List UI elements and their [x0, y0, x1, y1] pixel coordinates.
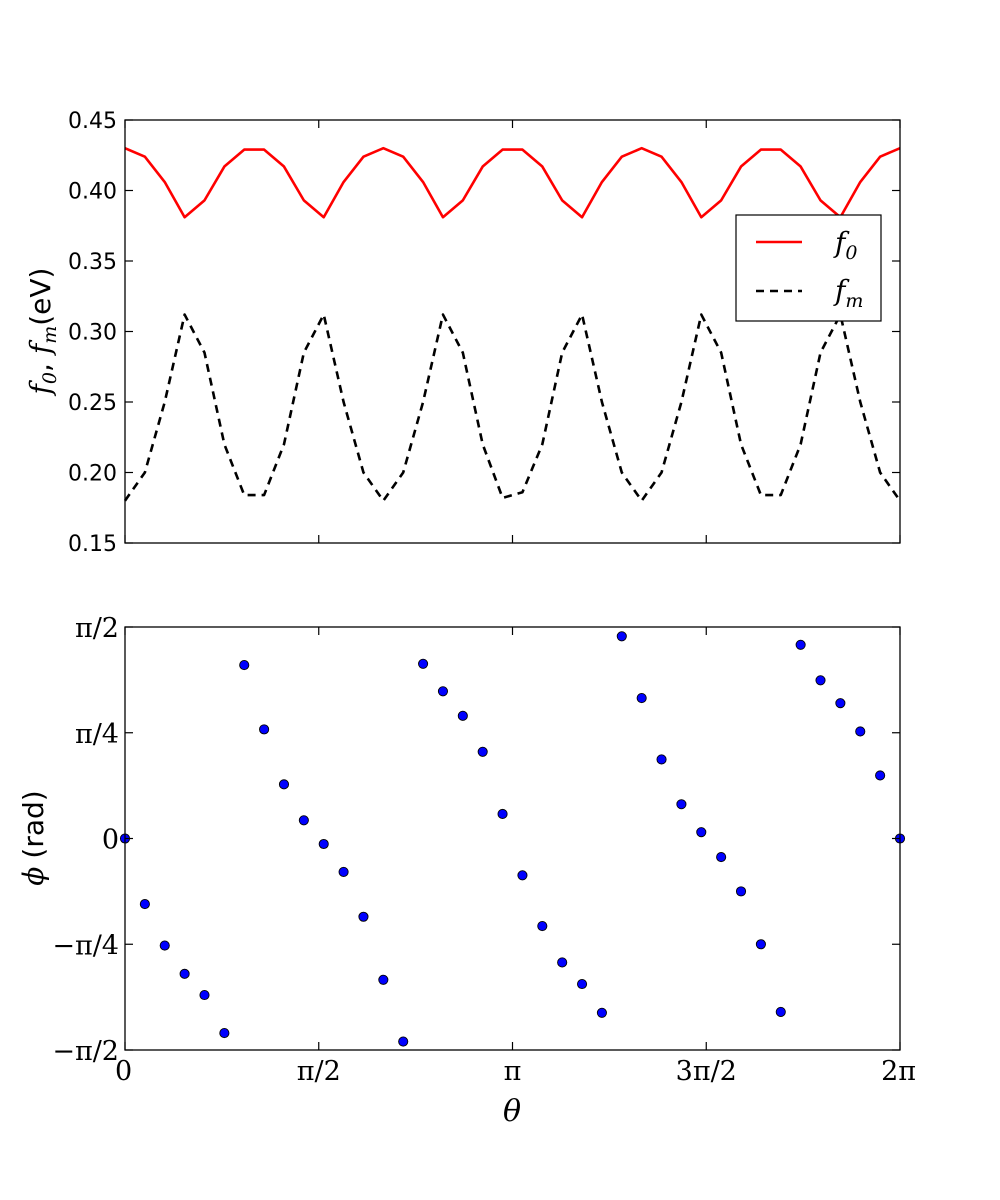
scatter-point	[179, 968, 190, 979]
scatter-point	[735, 886, 747, 897]
scatter-point	[815, 675, 826, 686]
top-series-lines	[123, 146, 902, 503]
bottom-y-tick-label: π/4	[75, 719, 119, 750]
top-x-ticks	[124, 120, 901, 543]
scatter-point	[437, 686, 449, 697]
scatter-point	[139, 899, 150, 910]
scatter-point	[378, 974, 389, 985]
bottom-x-ticks: 0 π/2 π 3π/2 2π	[115, 627, 916, 1087]
bottom-y-tick-label: −π/2	[52, 1036, 119, 1067]
scatter-point	[517, 870, 528, 881]
scatter-point	[398, 1036, 409, 1047]
scatter-point	[497, 808, 508, 820]
bottom-x-tick-label: 2π	[881, 1056, 916, 1087]
scatter-point	[358, 911, 369, 922]
top-y-tick-label: 0.45	[68, 109, 117, 134]
scatter-point	[298, 815, 309, 826]
top-y-tick-label: 0.15	[68, 532, 117, 557]
scatter-point	[676, 799, 687, 810]
top-y-tick-label: 0.35	[68, 250, 117, 275]
bottom-x-tick-label: π/2	[297, 1056, 341, 1087]
legend-frame	[735, 214, 882, 322]
bottom-y-tick-label: 0	[102, 825, 119, 856]
top-panel: 0.150.200.250.300.350.400.45 f0, fm(eV) …	[24, 109, 902, 557]
scatter-point	[199, 989, 210, 1001]
scatter-point	[616, 631, 627, 642]
scatter-point	[259, 724, 270, 735]
scatter-point	[716, 852, 727, 863]
scatter-point	[795, 639, 806, 650]
bottom-y-ticks: −π/2 −π/4 0 π/4 π/2	[52, 613, 900, 1067]
scatter-point	[656, 754, 667, 765]
top-y-tick-label: 0.20	[68, 462, 117, 487]
series-line-fm	[123, 313, 902, 503]
scatter-point	[636, 693, 647, 704]
scatter-point	[239, 660, 250, 671]
scatter-point	[875, 770, 886, 781]
bottom-y-tick-label: π/2	[75, 613, 119, 644]
scatter-point	[577, 978, 588, 990]
legend: f0 fm	[735, 214, 882, 322]
scatter-point	[775, 1006, 786, 1017]
series-line-f0	[124, 146, 901, 219]
scatter-point	[477, 746, 488, 757]
top-y-axis-label: f0, fm(eV)	[24, 268, 61, 397]
scatter-point	[855, 726, 866, 737]
bottom-scatter-points	[119, 631, 906, 1047]
scatter-point	[278, 779, 290, 790]
bottom-y-axis-label: ϕ(rad)	[17, 790, 50, 885]
bottom-y-tick-label: −π/4	[52, 930, 119, 961]
scatter-point	[457, 710, 468, 721]
bottom-x-axis-label: θ	[503, 1094, 521, 1129]
scatter-point	[755, 939, 766, 950]
bottom-x-tick-label: 3π/2	[676, 1056, 737, 1087]
top-y-ticks: 0.15 0.20 0.25 0.30 0.35 0.40 0.45	[68, 109, 900, 557]
scatter-point	[159, 940, 170, 951]
scatter-point	[596, 1007, 607, 1018]
scatter-point	[537, 921, 548, 932]
top-y-tick-label: 0.25	[68, 391, 117, 416]
top-y-tick-label: 0.40	[68, 180, 117, 205]
scatter-point	[557, 957, 568, 968]
scatter-point	[418, 658, 429, 669]
top-y-tick-label: 0.30	[68, 321, 117, 346]
bottom-panel: −π/2 −π/4 0 π/4 π/2 0 π/2 π 3π/2 2π ϕ(rad) θ	[17, 613, 916, 1129]
scatter-point	[835, 698, 846, 709]
scatter-point	[338, 866, 349, 877]
scatter-point	[219, 1028, 230, 1039]
scatter-point	[318, 838, 329, 850]
bottom-x-tick-label: 0	[115, 1056, 132, 1087]
bottom-x-tick-label: π	[504, 1056, 522, 1087]
scatter-point	[696, 827, 707, 838]
